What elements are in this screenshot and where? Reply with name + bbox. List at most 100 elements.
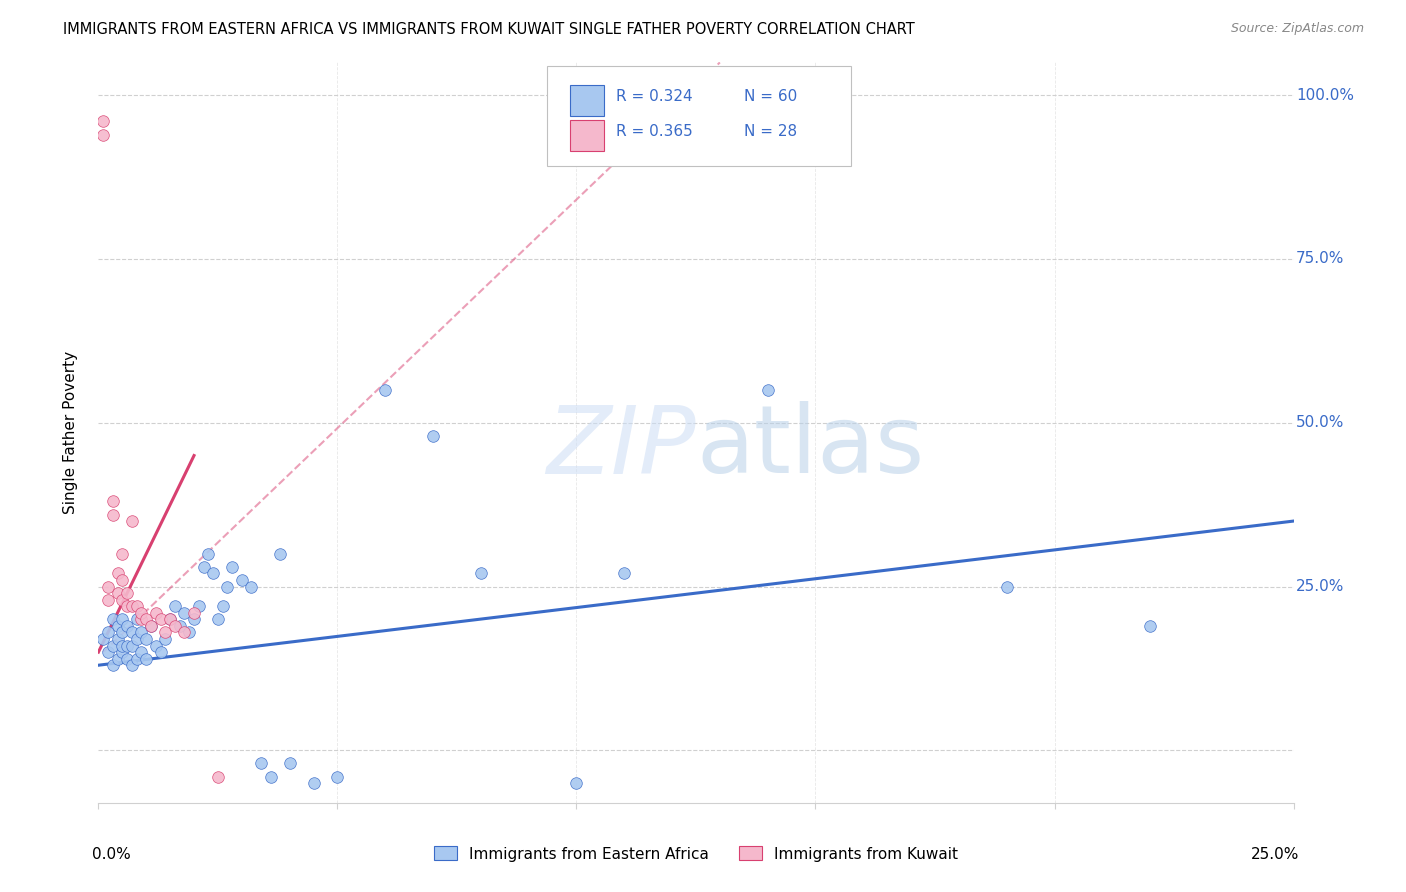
Text: 25.0%: 25.0% [1296,579,1344,594]
Point [111,547,134,561]
Point [155,632,177,646]
Point [115,619,138,633]
Point [111,625,134,640]
Point [207,612,229,626]
Text: atlas: atlas [696,401,924,493]
Point [125,599,148,614]
Point [115,599,138,614]
Point [422,429,444,443]
FancyBboxPatch shape [571,86,605,117]
Point [163,619,186,633]
Point [121,514,143,528]
Point [131,612,153,626]
Point [240,580,263,594]
Point [259,770,281,784]
Point [131,645,153,659]
Point [1139,619,1161,633]
Point [193,560,215,574]
FancyBboxPatch shape [571,120,605,152]
Point [107,619,129,633]
Point [115,639,138,653]
Text: N = 28: N = 28 [744,125,797,139]
Point [995,580,1018,594]
Point [101,612,124,626]
Text: R = 0.365: R = 0.365 [616,125,693,139]
Point [269,547,291,561]
Point [91,128,114,142]
Text: N = 60: N = 60 [744,89,797,104]
Legend: Immigrants from Eastern Africa, Immigrants from Kuwait: Immigrants from Eastern Africa, Immigran… [426,838,966,869]
Point [97,625,120,640]
Point [149,645,172,659]
Point [107,632,129,646]
Point [159,612,181,626]
Point [91,114,114,128]
Point [470,566,492,581]
Point [121,599,143,614]
Point [211,599,233,614]
Point [111,612,134,626]
Point [115,651,138,665]
Point [135,612,157,626]
Point [565,776,588,790]
Point [111,592,134,607]
Point [101,508,124,522]
Point [97,592,120,607]
Point [250,756,273,771]
Point [101,658,124,673]
Text: Source: ZipAtlas.com: Source: ZipAtlas.com [1230,22,1364,36]
Point [202,566,225,581]
Point [135,651,157,665]
Point [139,619,162,633]
Point [173,606,195,620]
Point [121,658,143,673]
Point [91,632,114,646]
Point [107,586,129,600]
Point [107,651,129,665]
Text: IMMIGRANTS FROM EASTERN AFRICA VS IMMIGRANTS FROM KUWAIT SINGLE FATHER POVERTY C: IMMIGRANTS FROM EASTERN AFRICA VS IMMIGR… [63,22,915,37]
Point [107,566,129,581]
Text: 75.0%: 75.0% [1296,252,1344,267]
Point [121,625,143,640]
Point [125,651,148,665]
Point [125,632,148,646]
Text: R = 0.324: R = 0.324 [616,89,693,104]
Point [187,599,209,614]
Text: ZIP: ZIP [547,402,696,493]
Point [221,560,243,574]
Text: 100.0%: 100.0% [1296,87,1354,103]
Point [756,383,779,397]
Point [169,619,191,633]
Point [111,639,134,653]
Point [101,494,124,508]
Text: 50.0%: 50.0% [1296,416,1344,430]
Point [145,606,167,620]
Point [145,639,167,653]
FancyBboxPatch shape [547,66,851,166]
Point [183,612,205,626]
Point [135,632,157,646]
Point [131,606,153,620]
Point [326,770,349,784]
Point [173,625,195,640]
Point [374,383,396,397]
Point [97,645,120,659]
Point [111,573,134,587]
Point [111,645,134,659]
Point [155,625,177,640]
Point [278,756,301,771]
Point [97,580,120,594]
Point [115,586,138,600]
Point [121,639,143,653]
Text: 25.0%: 25.0% [1251,847,1299,863]
Point [613,566,636,581]
Point [125,612,148,626]
Point [231,573,253,587]
Point [163,599,186,614]
Point [217,580,239,594]
Point [207,770,229,784]
Text: 0.0%: 0.0% [93,847,131,863]
Point [183,606,205,620]
Y-axis label: Single Father Poverty: Single Father Poverty [63,351,77,514]
Point [139,619,162,633]
